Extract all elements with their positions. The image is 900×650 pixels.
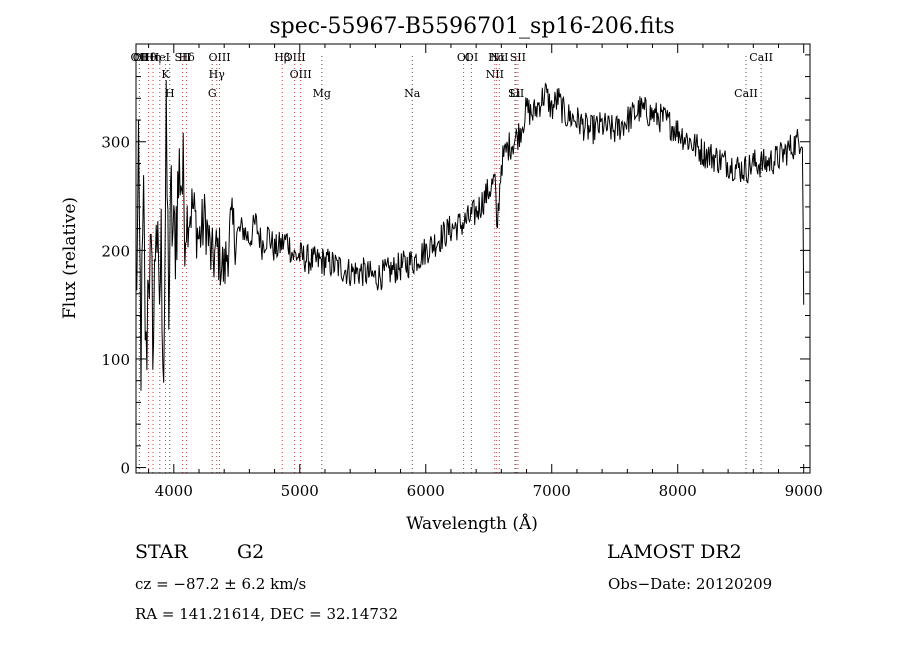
spectral-line-label: NII (490, 51, 508, 64)
x-axis: 4000 5000 6000 7000 8000 9000 (148, 44, 823, 500)
x-tick-label: 9000 (785, 482, 823, 500)
spectral-line-label: K (161, 68, 170, 81)
spectral-line-label: CaII (749, 51, 773, 64)
spectral-line-label: CaII (734, 87, 758, 100)
spectral-line-label: Hθ (140, 51, 157, 64)
y-tick-label: 0 (120, 460, 130, 478)
plot-frame (135, 43, 811, 474)
y-tick-label: 300 (101, 134, 130, 152)
spectral-line-label: Hα (488, 51, 506, 64)
spectral-line-label: OIII (284, 51, 306, 64)
spectral-line-label: OI (133, 51, 146, 64)
y-axis-label: Flux (relative) (60, 197, 80, 319)
spectral-line-label: Hη (145, 51, 161, 64)
spectral-line-label: OIII (208, 51, 230, 64)
object-class: STAR (135, 541, 188, 563)
spectral-line-label: Li (510, 87, 521, 100)
spectral-line-label: Hβ (274, 51, 290, 64)
y-tick-label: 100 (101, 351, 130, 369)
spectral-line-label: SII (174, 51, 190, 64)
coordinates: RA = 141.21614, DEC = 32.14732 (135, 605, 399, 623)
spectral-line-label: OIII (290, 68, 312, 81)
spectrum-series-line (135, 80, 805, 391)
spectral-line-label: OI (465, 51, 478, 64)
subclass: G2 (237, 541, 265, 563)
y-tick-label: 200 (101, 242, 130, 260)
spectral-line-label: G (208, 87, 217, 100)
chart-title: spec-55967-B5596701_sp16-206.fits (269, 14, 674, 39)
y-axis: 0 100 200 300 (101, 54, 810, 478)
x-axis-label: Wavelength (Å) (406, 513, 538, 534)
redshift-velocity: cz = −87.2 ± 6.2 km/s (135, 575, 307, 593)
spectral-line-label: SII (510, 51, 526, 64)
spectral-line-label: Hδ (179, 51, 196, 64)
x-tick-label: 7000 (533, 482, 571, 500)
spectral-line-label: Na (404, 87, 421, 100)
spectral-line-label: H (165, 87, 175, 100)
observation-date: Obs−Date: 20120209 (608, 575, 773, 593)
spectral-line-label: Hγ (209, 68, 226, 81)
spectral-line-label: OI (457, 51, 470, 64)
spectral-line-label: SII (508, 87, 524, 100)
spectral-line-label: NII (486, 68, 504, 81)
spectral-line-label: HeI (150, 51, 170, 64)
x-tick-label: 6000 (407, 482, 445, 500)
x-tick-label: 8000 (659, 482, 697, 500)
x-tick-label: 5000 (281, 482, 319, 500)
spectral-line-label: Mg (313, 87, 331, 100)
x-tick-label: 4000 (155, 482, 193, 500)
survey-name: LAMOST DR2 (607, 541, 742, 563)
spectral-line-label: OII (131, 51, 149, 64)
